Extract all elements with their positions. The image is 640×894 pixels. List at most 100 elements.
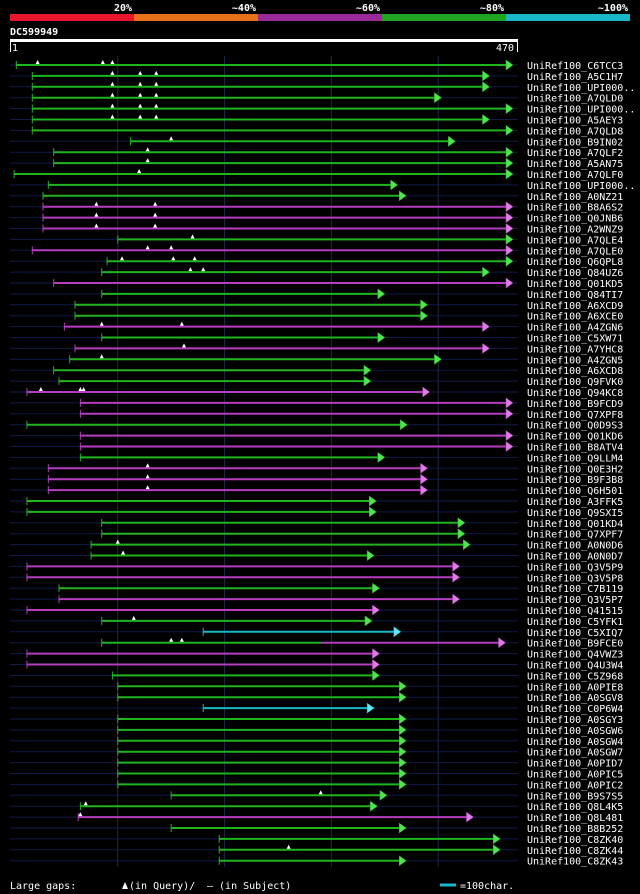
hit-label[interactable]: UniRef100_A0PID7 [527, 759, 623, 770]
hit-row: UniRef100_Q01KD4 [10, 517, 623, 530]
scale-label: ~100% [598, 3, 628, 14]
hit-label[interactable]: UniRef100_Q9LLM4 [527, 453, 623, 464]
hit-row: UniRef100_A7QLD0 [10, 92, 623, 105]
hit-label[interactable]: UniRef100_A7QLF0 [527, 170, 623, 181]
hit-label[interactable]: UniRef100_A6XCD9 [527, 301, 623, 312]
hit-label[interactable]: UniRef100_A3FFK5 [527, 497, 623, 508]
hit-label[interactable]: UniRef100_A4ZGN5 [527, 355, 623, 366]
hit-label[interactable]: UniRef100_Q9SXI5 [527, 508, 623, 519]
hit-label[interactable]: UniRef100_A7QLE4 [527, 235, 623, 246]
hit-label[interactable]: UniRef100_A7YHC8 [527, 344, 623, 355]
hit-label[interactable]: UniRef100_B9IN02 [527, 137, 623, 148]
hit-label[interactable]: UniRef100_Q6H501 [527, 486, 623, 497]
hit-label[interactable]: UniRef100_A5AEY3 [527, 116, 623, 127]
hit-label[interactable]: UniRef100_Q7XPF7 [527, 530, 623, 541]
hit-label[interactable]: UniRef100_A0SGV8 [527, 693, 623, 704]
hit-label[interactable]: UniRef100_C5YFK1 [527, 617, 623, 628]
hit-label[interactable]: UniRef100_Q8L4K5 [527, 802, 623, 813]
hit-end-arrow-icon [398, 190, 407, 202]
hit-label[interactable]: UniRef100_C8ZK40 [527, 835, 623, 846]
hit-label[interactable]: UniRef100_A4ZGN6 [527, 323, 623, 334]
hit-label[interactable]: UniRef100_Q9FVK0 [527, 377, 623, 388]
gap-marker-icon [35, 60, 40, 64]
hit-label[interactable]: UniRef100_B8B252 [527, 824, 623, 835]
hit-label[interactable]: UniRef100_C5XIQ7 [527, 628, 623, 639]
hit-label[interactable]: UniRef100_A0NZ21 [527, 192, 623, 203]
hit-label[interactable]: UniRef100_A0SGW4 [527, 737, 623, 748]
hit-label[interactable]: UniRef100_B8ATV4 [527, 443, 623, 454]
hit-label[interactable]: UniRef100_Q41515 [527, 606, 623, 617]
hit-label[interactable]: UniRef100_C7B119 [527, 584, 623, 595]
hit-label[interactable]: UniRef100_A6XCD8 [527, 366, 623, 377]
hit-end-arrow-icon [420, 299, 428, 311]
hit-label[interactable]: UniRef100_A0PIC2 [527, 780, 623, 791]
hit-label[interactable]: UniRef100_A7QLD0 [527, 94, 623, 105]
hit-label[interactable]: UniRef100_Q3V5P9 [527, 562, 623, 573]
hit-label[interactable]: UniRef100_A5AN75 [527, 159, 623, 170]
hit-label[interactable]: UniRef100_Q8L481 [527, 813, 623, 824]
hit-label[interactable]: UniRef100_B8A6S2 [527, 203, 623, 214]
hit-label[interactable]: UniRef100_A7QLD8 [527, 126, 623, 137]
hit-label[interactable]: UniRef100_Q3V5P8 [527, 573, 623, 584]
hit-label[interactable]: UniRef100_Q6QPL8 [527, 257, 623, 268]
hit-row: UniRef100_Q7XPF7 [10, 528, 623, 541]
gap-marker-icon [99, 321, 104, 326]
hit-label[interactable]: UniRef100_C6TCC3 [527, 61, 623, 72]
hit-label[interactable]: UniRef100_B9FCE0 [527, 639, 623, 650]
legend-scale-label: =100char. [460, 881, 514, 892]
hit-label[interactable]: UniRef100_A0SGW6 [527, 726, 623, 737]
gap-marker-icon [145, 245, 150, 250]
hit-row: UniRef100_C5Z968 [10, 669, 623, 682]
hit-label[interactable]: UniRef100_Q01KD4 [527, 519, 623, 530]
hit-label[interactable]: UniRef100_Q4VWZ3 [527, 650, 623, 661]
hit-label[interactable]: UniRef100_A0SGY3 [527, 715, 623, 726]
hit-label[interactable]: UniRef100_Q7XPF8 [527, 410, 623, 421]
hit-label[interactable]: UniRef100_A0N0D7 [527, 552, 623, 563]
hit-label[interactable]: UniRef100_C5Z968 [527, 671, 623, 682]
hit-label[interactable]: UniRef100_B9FCD9 [527, 399, 623, 410]
hit-label[interactable]: UniRef100_Q0E3H2 [527, 464, 623, 475]
hit-end-arrow-icon [372, 669, 380, 681]
hit-label[interactable]: UniRef100_A7QLF2 [527, 148, 623, 159]
hit-row: UniRef100_C0P6W4 [10, 702, 623, 715]
hit-label[interactable]: UniRef100_Q01KD6 [527, 432, 623, 443]
gap-marker-icon [94, 223, 99, 228]
hit-label[interactable]: UniRef100_A7QLE0 [527, 246, 623, 257]
hit-label[interactable]: UniRef100_A6XCE0 [527, 312, 623, 323]
hit-label[interactable]: UniRef100_Q94KC8 [527, 388, 623, 399]
hit-label[interactable]: UniRef100_A0PIC5 [527, 770, 623, 781]
hit-label[interactable]: UniRef100_Q4U3W4 [527, 661, 623, 672]
hit-label[interactable]: UniRef100_B9F3B8 [527, 475, 623, 486]
hit-label[interactable]: UniRef100_C8ZK43 [527, 857, 623, 868]
hit-end-arrow-icon [363, 364, 372, 376]
hit-label[interactable]: UniRef100_A2WNZ9 [527, 225, 623, 236]
hit-row: UniRef100_Q0E3H2 [10, 462, 623, 475]
hit-label[interactable]: UniRef100_C0P6W4 [527, 704, 623, 715]
hit-label[interactable]: UniRef100_Q01KD5 [527, 279, 623, 290]
gap-marker-icon [145, 474, 150, 479]
hit-end-arrow-icon [505, 441, 514, 452]
hit-label[interactable]: UniRef100_A0SGW7 [527, 748, 623, 759]
hit-row: UniRef100_Q9FVK0 [10, 375, 623, 388]
hit-row: UniRef100_A6XCD9 [10, 299, 623, 312]
hit-label[interactable]: UniRef100_A0N0D6 [527, 541, 623, 552]
hit-label[interactable]: UniRef100_A5C1H7 [527, 72, 623, 83]
hit-label[interactable]: UniRef100_UPI000.. [527, 83, 635, 94]
hit-row: UniRef100_Q94KC8 [10, 386, 623, 399]
hit-row: UniRef100_A0SGW7 [10, 746, 623, 759]
hit-label[interactable]: UniRef100_Q3V5P7 [527, 595, 623, 606]
gap-query-marker-icon [122, 882, 128, 889]
query-end: 470 [496, 43, 514, 54]
hit-label[interactable]: UniRef100_B9S7S5 [527, 791, 623, 802]
hit-label[interactable]: UniRef100_UPI000.. [527, 105, 635, 116]
hit-label[interactable]: UniRef100_A0PIE8 [527, 682, 623, 693]
hit-label[interactable]: UniRef100_UPI000.. [527, 181, 635, 192]
hit-label[interactable]: UniRef100_C5XW71 [527, 334, 623, 345]
hit-end-arrow-icon [372, 648, 380, 660]
hit-label[interactable]: UniRef100_C8ZK44 [527, 846, 623, 857]
hit-label[interactable]: UniRef100_Q0D9S3 [527, 421, 623, 432]
hit-label[interactable]: UniRef100_Q84UZ6 [527, 268, 623, 279]
hit-end-arrow-icon [505, 59, 514, 71]
hit-label[interactable]: UniRef100_Q0JNB6 [527, 214, 623, 225]
hit-label[interactable]: UniRef100_Q84TI7 [527, 290, 623, 301]
